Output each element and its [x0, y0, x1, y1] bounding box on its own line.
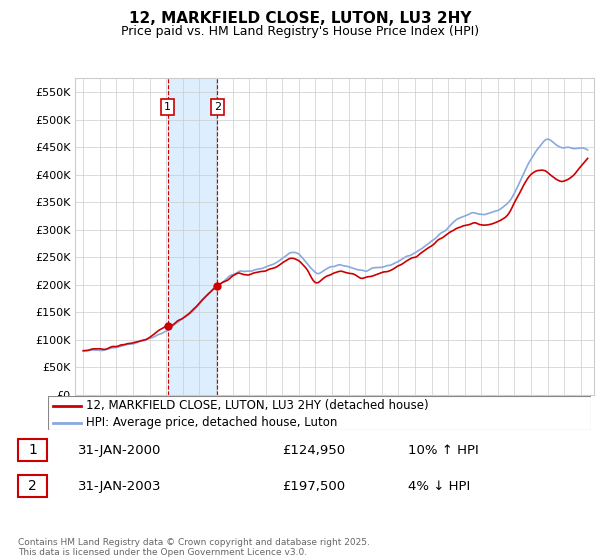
FancyBboxPatch shape — [18, 475, 47, 497]
Text: 10% ↑ HPI: 10% ↑ HPI — [408, 444, 479, 456]
Text: 4% ↓ HPI: 4% ↓ HPI — [408, 480, 470, 493]
Text: £124,950: £124,950 — [282, 444, 345, 456]
Text: Price paid vs. HM Land Registry's House Price Index (HPI): Price paid vs. HM Land Registry's House … — [121, 25, 479, 38]
Text: HPI: Average price, detached house, Luton: HPI: Average price, detached house, Luto… — [86, 416, 337, 429]
Text: 1: 1 — [28, 443, 37, 457]
FancyBboxPatch shape — [18, 439, 47, 461]
FancyBboxPatch shape — [48, 396, 591, 430]
Text: 31-JAN-2003: 31-JAN-2003 — [78, 480, 161, 493]
Text: 1: 1 — [164, 102, 171, 112]
Text: 31-JAN-2000: 31-JAN-2000 — [78, 444, 161, 456]
Text: 2: 2 — [214, 102, 221, 112]
Text: £197,500: £197,500 — [282, 480, 345, 493]
Text: Contains HM Land Registry data © Crown copyright and database right 2025.
This d: Contains HM Land Registry data © Crown c… — [18, 538, 370, 557]
Text: 2: 2 — [28, 479, 37, 493]
Text: 12, MARKFIELD CLOSE, LUTON, LU3 2HY: 12, MARKFIELD CLOSE, LUTON, LU3 2HY — [129, 11, 471, 26]
Bar — [167, 78, 217, 395]
Text: 12, MARKFIELD CLOSE, LUTON, LU3 2HY (detached house): 12, MARKFIELD CLOSE, LUTON, LU3 2HY (det… — [86, 399, 428, 412]
